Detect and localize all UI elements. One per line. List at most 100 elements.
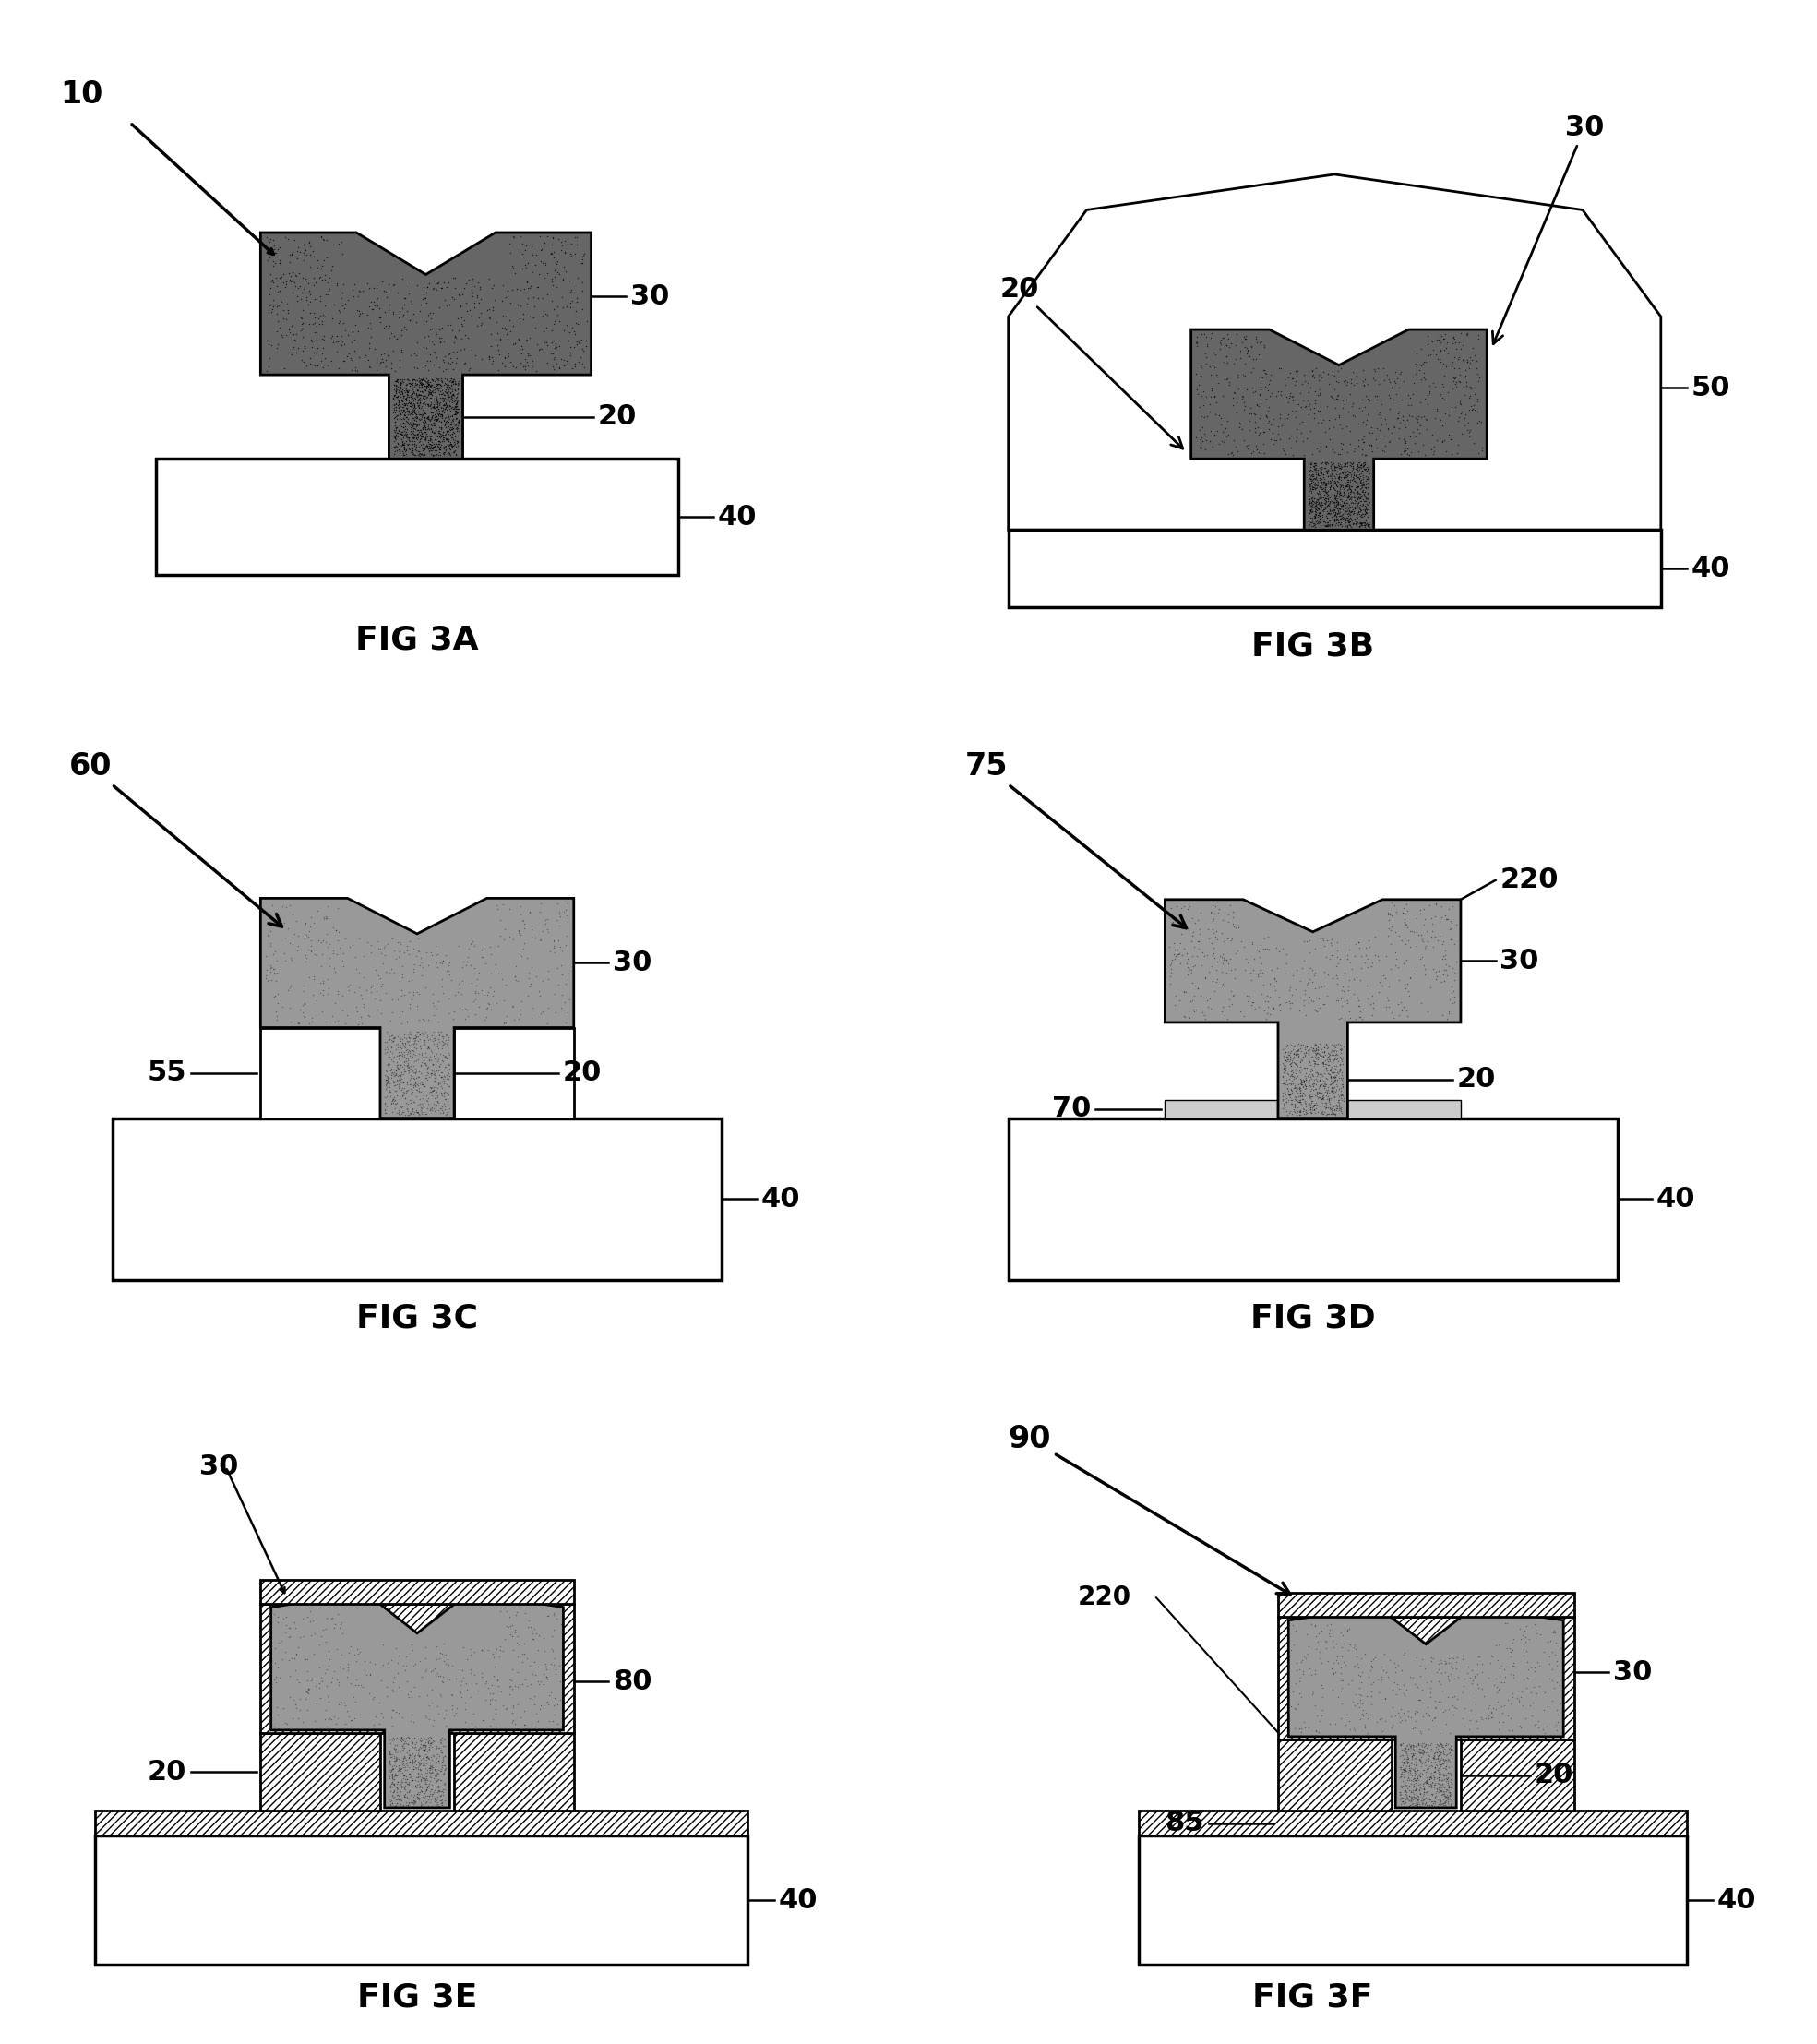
- Point: [1421, 1786, 1450, 1819]
- Point: [431, 1020, 460, 1053]
- Point: [1483, 1670, 1512, 1703]
- Text: 30: 30: [612, 950, 652, 977]
- Point: [1330, 486, 1359, 519]
- Point: [340, 268, 369, 300]
- Point: [429, 376, 458, 409]
- Point: [1337, 448, 1366, 480]
- Point: [1276, 1040, 1305, 1073]
- Point: [403, 419, 432, 452]
- Point: [1276, 1079, 1305, 1112]
- Point: [1306, 464, 1335, 497]
- Point: [418, 1750, 447, 1782]
- Point: [422, 1087, 451, 1120]
- Point: [1419, 1760, 1448, 1793]
- Point: [1388, 1784, 1417, 1817]
- Point: [289, 313, 318, 345]
- Point: [1430, 1656, 1459, 1688]
- Point: [1325, 1680, 1354, 1713]
- Point: [1323, 356, 1352, 388]
- Point: [409, 278, 438, 311]
- Point: [423, 392, 452, 425]
- Point: [1395, 1729, 1425, 1762]
- Point: [1430, 1784, 1459, 1817]
- Point: [411, 1731, 440, 1764]
- Point: [280, 319, 309, 352]
- Point: [394, 1788, 423, 1821]
- Point: [563, 325, 592, 358]
- Point: [382, 419, 411, 452]
- Point: [416, 1091, 445, 1124]
- Point: [1414, 1741, 1443, 1774]
- Point: [1434, 1766, 1463, 1799]
- Point: [298, 979, 327, 1012]
- Point: [407, 1774, 436, 1807]
- Point: [1341, 462, 1370, 495]
- Point: [1334, 1633, 1363, 1666]
- Point: [1539, 1672, 1568, 1705]
- Point: [1187, 421, 1216, 454]
- Point: [313, 901, 342, 934]
- Point: [278, 928, 307, 961]
- Point: [1468, 433, 1497, 466]
- Point: [418, 272, 447, 305]
- Point: [343, 280, 372, 313]
- Point: [491, 313, 520, 345]
- Point: [271, 905, 300, 938]
- Point: [1308, 1069, 1337, 1102]
- Point: [412, 362, 442, 394]
- Point: [1330, 460, 1359, 493]
- Point: [389, 1731, 418, 1764]
- Point: [398, 403, 427, 435]
- Point: [1346, 466, 1375, 499]
- Point: [1197, 950, 1226, 983]
- Point: [425, 1038, 454, 1071]
- Point: [501, 961, 531, 993]
- Point: [383, 300, 412, 333]
- Point: [378, 1752, 407, 1784]
- Point: [391, 1075, 420, 1108]
- Point: [518, 1658, 547, 1690]
- Point: [423, 394, 452, 427]
- Point: [518, 1615, 547, 1647]
- Point: [462, 280, 491, 313]
- Point: [440, 407, 469, 439]
- Point: [1423, 959, 1452, 991]
- Bar: [113, 1118, 721, 1280]
- Point: [1297, 967, 1326, 1000]
- Point: [1301, 1085, 1330, 1118]
- Point: [385, 936, 414, 969]
- Point: [414, 1087, 443, 1120]
- Point: [1419, 1741, 1448, 1774]
- Point: [289, 987, 318, 1020]
- Point: [569, 239, 598, 272]
- Point: [1450, 409, 1479, 442]
- Point: [1199, 897, 1228, 930]
- Point: [1430, 1746, 1459, 1778]
- Point: [422, 384, 451, 417]
- Point: [385, 421, 414, 454]
- Point: [1217, 327, 1246, 360]
- Point: [1296, 415, 1325, 448]
- Point: [427, 411, 456, 444]
- Point: [307, 1662, 336, 1694]
- Point: [482, 337, 511, 370]
- Point: [471, 1004, 500, 1036]
- Point: [416, 411, 445, 444]
- Point: [456, 928, 485, 961]
- Point: [1426, 1735, 1455, 1768]
- Point: [1432, 435, 1461, 468]
- Point: [1314, 413, 1343, 446]
- Point: [1343, 458, 1372, 491]
- Point: [289, 1000, 318, 1032]
- Point: [412, 1760, 442, 1793]
- Point: [392, 934, 422, 967]
- Point: [412, 366, 442, 399]
- Point: [305, 1652, 334, 1684]
- Point: [1316, 452, 1345, 484]
- Point: [541, 247, 571, 280]
- Point: [1386, 1770, 1415, 1803]
- Point: [403, 417, 432, 450]
- Point: [300, 350, 329, 382]
- Point: [1354, 450, 1383, 482]
- Point: [378, 296, 407, 329]
